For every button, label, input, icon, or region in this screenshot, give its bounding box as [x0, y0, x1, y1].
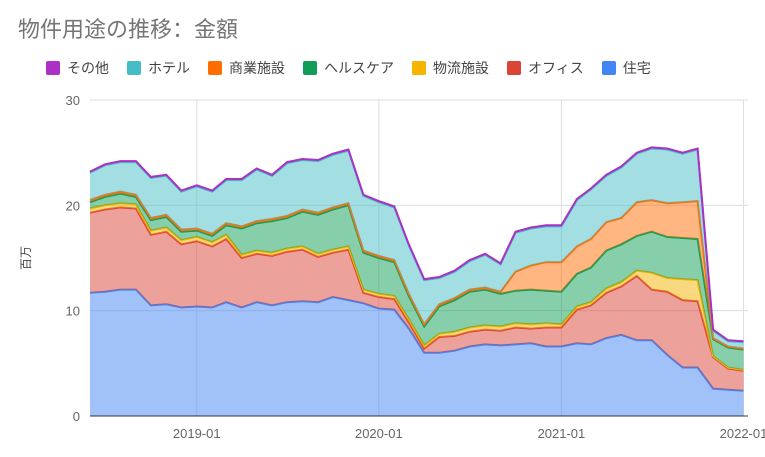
legend-label: ホテル: [148, 61, 190, 77]
legend-label: ヘルスケア: [324, 61, 394, 77]
y-tick-label: 0: [73, 409, 80, 424]
legend-label: 商業施設: [229, 61, 285, 77]
y-axis-label: 百万: [19, 246, 33, 270]
x-tick-label: 2022-01: [720, 426, 765, 441]
x-tick-label: 2020-01: [355, 426, 403, 441]
legend-swatch: [601, 61, 616, 75]
legend-swatch: [303, 61, 317, 75]
area-series: [90, 191, 744, 350]
chart-legend: その他 ホテル 商業施設 ヘルスケア 物流施設 オフィス 住宅: [46, 58, 651, 78]
area-series: [90, 193, 744, 370]
legend-label: オフィス: [528, 61, 584, 77]
y-tick-label: 10: [66, 304, 80, 319]
series-line: [89, 146, 744, 343]
legend-label: 物流施設: [433, 61, 489, 77]
chart-title: 物件用途の推移：金額: [18, 18, 239, 43]
legend-swatch: [208, 61, 222, 75]
legend-swatch: [127, 61, 141, 75]
legend-swatch: [507, 61, 521, 75]
area-series: [90, 207, 744, 391]
area-series: [90, 203, 744, 371]
legend-item: 物流施設: [412, 58, 489, 78]
legend-item: 商業施設: [208, 58, 285, 78]
legend-item: 住宅: [601, 58, 651, 78]
legend-label: 住宅: [622, 61, 651, 77]
legend-item: ホテル: [127, 58, 190, 78]
legend-label: その他: [67, 61, 109, 77]
legend-swatch: [412, 61, 426, 75]
legend-item: その他: [46, 58, 109, 78]
legend-item: ヘルスケア: [303, 58, 394, 78]
legend-swatch: [46, 61, 60, 75]
y-tick-label: 30: [66, 93, 80, 108]
legend-item: オフィス: [507, 58, 584, 78]
x-tick-label: 2019-01: [173, 426, 221, 441]
y-tick-label: 20: [66, 198, 80, 213]
x-tick-label: 2021-01: [538, 426, 586, 441]
area-series: [90, 289, 744, 416]
